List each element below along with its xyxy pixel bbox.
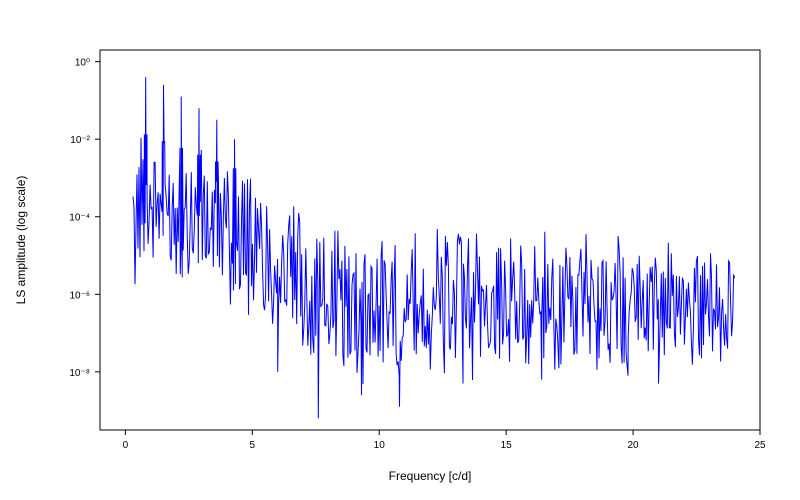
y-tick-label: 10⁻⁴ (69, 213, 90, 224)
x-tick-label: 20 (628, 440, 640, 451)
x-axis-label: Frequency [c/d] (389, 469, 472, 483)
x-tick-label: 10 (374, 440, 386, 451)
x-tick-label: 0 (123, 440, 129, 451)
plot-spine (100, 50, 760, 430)
y-tick-label: 10⁻⁸ (69, 368, 90, 379)
periodogram-chart: 0 5 10 15 20 25 10⁻⁸ 10⁻⁶ 10⁻⁴ 10⁻² 10⁰ Frequency [… (0, 0, 800, 500)
y-axis-label: LS amplitude (log scale) (14, 176, 28, 305)
x-tick-label: 15 (501, 440, 513, 451)
periodogram-trace (133, 77, 735, 418)
y-tick-label: 10⁻² (70, 135, 90, 146)
y-tick-label: 10⁰ (75, 58, 90, 69)
x-tick-label: 5 (250, 440, 256, 451)
x-tick-label: 25 (754, 440, 766, 451)
y-tick-label: 10⁻⁶ (69, 290, 90, 301)
